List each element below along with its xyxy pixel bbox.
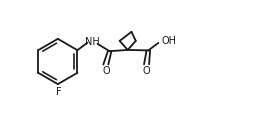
Text: F: F (56, 87, 62, 97)
Text: NH: NH (85, 37, 100, 47)
Text: O: O (102, 66, 110, 76)
Text: OH: OH (162, 36, 177, 46)
Text: O: O (143, 66, 150, 76)
